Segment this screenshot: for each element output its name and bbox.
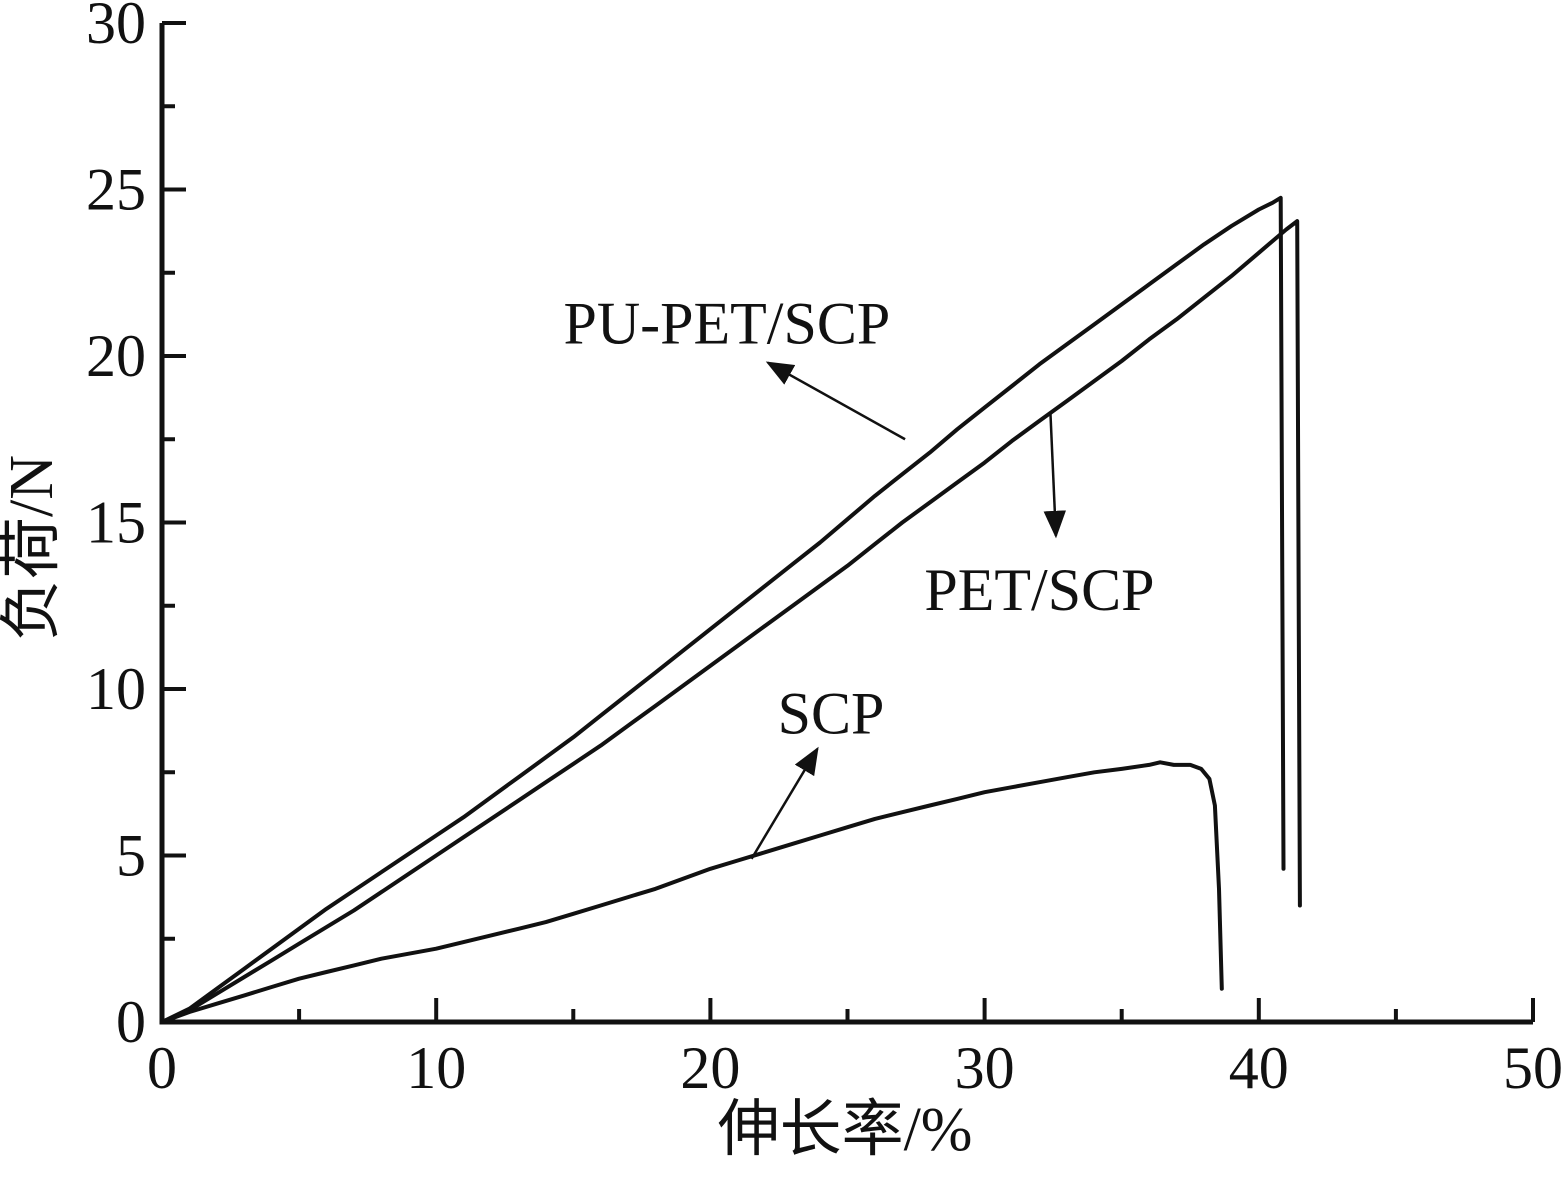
x-tick-label: 20 (680, 1035, 740, 1101)
annotation-arrow-scp (750, 746, 819, 860)
y-axis-title: 负荷/N (0, 455, 66, 641)
curve-scp (160, 760, 1224, 1024)
y-tick-label: 5 (116, 823, 146, 889)
y-tick-label: 30 (86, 0, 146, 56)
curve-pu-pet-scp (160, 195, 1286, 1024)
annotation-arrow-pu-pet-scp (765, 361, 906, 441)
annotation-label-pu-pet-scp: PU-PET/SCP (563, 291, 890, 357)
axes-layer: 0 10 20 30 40 50 0 5 10 15 20 25 30 (86, 0, 1562, 1101)
annotation-label-pet-scp: PET/SCP (924, 557, 1154, 623)
x-tick-label: 30 (955, 1035, 1015, 1101)
x-tick-label: 40 (1229, 1035, 1289, 1101)
y-tick-label: 0 (116, 989, 146, 1055)
y-tick-label: 15 (86, 490, 146, 556)
annotation-label-scp: SCP (778, 680, 885, 746)
x-tick-label: 0 (147, 1035, 177, 1101)
annotation-layer: PU-PET/SCP PET/SCP SCP (563, 291, 1154, 860)
x-tick-label: 50 (1503, 1035, 1562, 1101)
series-layer (160, 195, 1302, 1024)
x-tick-label: 10 (406, 1035, 466, 1101)
y-tick-label: 20 (86, 323, 146, 389)
y-tick-label: 25 (86, 157, 146, 223)
annotation-arrow-pet-scp (1043, 412, 1067, 539)
curve-pet-scp (160, 219, 1302, 1024)
x-axis-title: 伸长率/% (718, 1096, 973, 1164)
y-tick-label: 10 (86, 656, 146, 722)
